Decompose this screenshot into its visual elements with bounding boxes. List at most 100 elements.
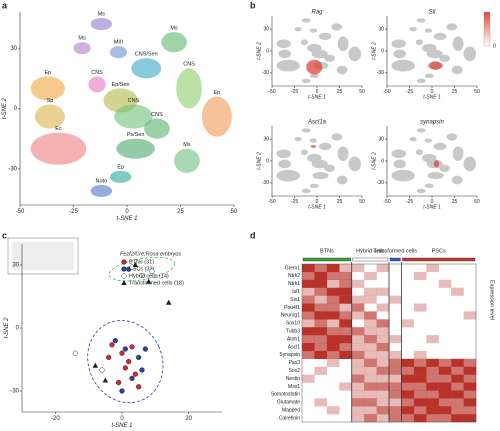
heat-cell xyxy=(463,382,477,391)
background-cluster xyxy=(426,49,443,59)
heat-cell xyxy=(352,288,365,296)
heat-cell xyxy=(314,375,327,383)
cluster-label: CNS xyxy=(91,70,103,76)
heat-cell xyxy=(364,335,377,344)
cell-cluster xyxy=(131,58,162,79)
background-cluster xyxy=(416,128,426,133)
heat-cell xyxy=(314,327,328,336)
heat-cell xyxy=(438,279,452,288)
heat-cell xyxy=(351,327,365,336)
heat-cell xyxy=(426,398,439,407)
y-tick-label: -30 xyxy=(10,389,19,395)
heat-cell xyxy=(438,358,452,367)
y-axis-label: t-SNE 2 xyxy=(4,317,10,339)
cell-point xyxy=(132,262,139,267)
panel-label: d xyxy=(250,230,256,240)
heat-cell xyxy=(426,327,439,335)
heat-cell xyxy=(339,295,352,304)
heat-cell xyxy=(451,358,464,367)
heat-cell xyxy=(327,390,340,398)
heat-cell xyxy=(376,374,390,383)
heat-cell xyxy=(339,406,352,414)
y-tick-label: 0 xyxy=(14,106,18,112)
cell-point xyxy=(72,350,78,356)
heat-cell xyxy=(464,288,477,296)
heat-cell xyxy=(326,287,340,296)
heat-cell xyxy=(401,288,414,296)
heat-cell xyxy=(376,287,390,296)
heat-cell xyxy=(376,398,390,407)
heat-cell xyxy=(351,374,365,383)
group-bar xyxy=(352,257,389,262)
heat-cell xyxy=(302,414,315,422)
heat-cell xyxy=(439,296,452,304)
cluster-label: Ep/Sen xyxy=(112,82,130,88)
heat-cell xyxy=(302,359,315,367)
heat-cell xyxy=(389,264,402,272)
heat-cell xyxy=(426,351,439,359)
group-bar xyxy=(302,257,351,262)
heat-cell xyxy=(389,414,402,423)
background-cluster xyxy=(452,146,464,161)
heat-cell xyxy=(376,303,390,312)
heat-cell xyxy=(389,295,402,304)
legend-title: Fezf2/Cre;Rosa embryos xyxy=(120,251,181,257)
heat-cell xyxy=(376,327,390,336)
heat-cell xyxy=(376,414,390,423)
background-cluster xyxy=(324,164,335,172)
heat-cell xyxy=(401,335,414,343)
heat-cell xyxy=(389,304,402,312)
heat-cell xyxy=(376,343,390,352)
cluster-label: CNS xyxy=(183,62,195,68)
heat-cell xyxy=(389,350,402,359)
heat-cell xyxy=(351,398,365,407)
row-label: Mapped xyxy=(282,407,300,413)
inset-map xyxy=(12,242,74,270)
background-cluster xyxy=(409,26,417,32)
cluster-label: Noto xyxy=(96,178,108,184)
heat-cell xyxy=(364,382,377,391)
background-cluster xyxy=(348,46,362,62)
heat-cell xyxy=(438,398,452,407)
background-cluster xyxy=(324,54,335,62)
heat-cell xyxy=(339,359,352,367)
y-axis-label: t-SNE 2 xyxy=(256,152,262,170)
heat-cell xyxy=(314,383,327,391)
background-cluster xyxy=(424,183,434,188)
heat-cell xyxy=(464,272,477,280)
heat-cell xyxy=(464,264,477,272)
cluster-label: Ps/Sen xyxy=(127,132,145,138)
background-cluster xyxy=(312,171,329,180)
group-label: BTNs xyxy=(320,248,334,254)
heat-cell xyxy=(302,295,315,304)
row-label: Atoh1 xyxy=(287,336,300,342)
y-tick-label: 0 xyxy=(381,158,384,164)
heat-cell xyxy=(426,374,439,383)
heat-cell xyxy=(451,311,464,319)
panel-title: Sil xyxy=(429,10,436,16)
cell-cluster xyxy=(88,76,106,93)
cell-point xyxy=(129,375,135,382)
heat-cell xyxy=(327,383,340,391)
heat-cell xyxy=(389,382,402,391)
cell-point xyxy=(126,358,132,365)
cell-point xyxy=(112,337,118,344)
background-cluster xyxy=(301,188,311,194)
heat-cell xyxy=(339,319,352,328)
group-label: Hybrid cells xyxy=(356,248,385,254)
background-cluster xyxy=(276,39,291,49)
cell-point xyxy=(139,367,145,373)
heat-cell xyxy=(351,311,365,320)
x-tick-label: -50 xyxy=(383,199,390,205)
heat-cell xyxy=(326,279,340,288)
heat-cell xyxy=(401,296,414,304)
heat-cell xyxy=(426,288,439,296)
heat-cell xyxy=(439,327,452,335)
background-cluster xyxy=(294,26,302,32)
row-label: Grem1 xyxy=(285,265,301,271)
heat-cell xyxy=(451,414,464,423)
heatmap-frame xyxy=(301,263,477,423)
y-tick-label: 0 xyxy=(381,48,384,54)
heat-cell xyxy=(364,406,377,415)
heat-cell xyxy=(414,280,427,288)
